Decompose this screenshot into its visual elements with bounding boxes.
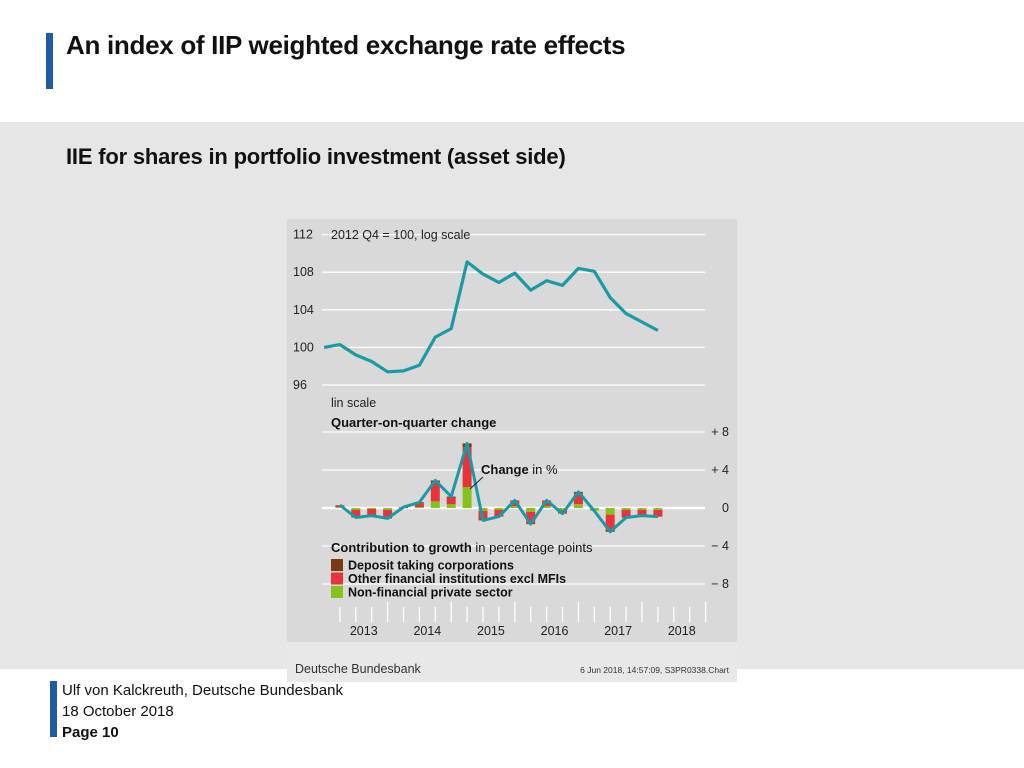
source-left: Deutsche Bundesbank (295, 662, 422, 676)
bar-segment (542, 500, 552, 507)
bar-segment (542, 506, 552, 508)
legend-swatch (331, 586, 343, 598)
footer-author: Ulf von Kalckreuth, Deutsche Bundesbank (62, 682, 343, 699)
bar-segment (526, 508, 536, 512)
bar-segment (510, 500, 520, 507)
y-tick-label: 0 (722, 501, 729, 515)
chart-note: 2012 Q4 = 100, log scale (331, 228, 470, 242)
chart-panel: 96 100 104 108 112 + 8 + 4 0 − 4 − 8 2013 2014 201… (287, 219, 737, 682)
bar-segment (383, 509, 393, 518)
bar-segment (510, 506, 520, 508)
bar-segment (653, 509, 663, 516)
bar-segment (367, 508, 377, 509)
legend-label: Non-financial private sector (348, 586, 513, 600)
x-tick-label: 2018 (668, 624, 696, 638)
bar-segment (351, 509, 361, 517)
y-tick-label: 112 (293, 228, 313, 242)
bar-segment (351, 508, 361, 510)
x-tick-label: 2013 (350, 624, 378, 638)
y-tick-label: − 8 (711, 577, 729, 591)
chart-heading: IIE for shares in portfolio investment (… (66, 144, 566, 169)
bar-segment (462, 487, 472, 508)
y-tick-label: 96 (293, 378, 307, 392)
y-tick-label: 108 (293, 265, 314, 279)
footer-date: 18 October 2018 (62, 703, 174, 720)
bar-segment (573, 492, 583, 505)
bar-segment (367, 508, 377, 515)
scale-label: lin scale (331, 396, 376, 410)
bar-segment (446, 497, 456, 505)
bar-segment (335, 507, 345, 508)
footer-accent-bar (50, 681, 57, 737)
y-tick-label: + 4 (711, 463, 729, 477)
y-tick-label: − 4 (711, 539, 729, 553)
bar-segment (637, 508, 647, 510)
bar-segment (430, 482, 440, 502)
chart-svg: 96 100 104 108 112 + 8 + 4 0 − 4 − 8 2013 2014 201… (287, 228, 737, 682)
bar-segment (478, 508, 488, 511)
legend-swatch (331, 559, 343, 571)
bar-segment (462, 447, 472, 488)
bar-segment (494, 509, 504, 516)
bar-segment (414, 503, 424, 508)
legend-swatch (331, 572, 343, 585)
bar-segment (621, 508, 631, 510)
bar-segment (653, 508, 663, 510)
bar-segment (605, 514, 615, 530)
footer: Ulf von Kalckreuth, Deutsche Bundesbank … (62, 680, 343, 743)
bar-segment (430, 501, 440, 508)
source-strip (287, 642, 737, 682)
legend-label: Other financial institutions excl MFIs (348, 572, 566, 586)
bar-segment (558, 508, 567, 510)
panel-title: Quarter-on-quarter change (331, 415, 496, 430)
index-line (323, 260, 659, 374)
bar-segment (414, 507, 424, 508)
x-tick-label: 2017 (604, 624, 632, 638)
bar-segment (573, 504, 583, 508)
bar-segment (383, 508, 393, 510)
page-title: An index of IIP weighted exchange rate e… (66, 30, 626, 60)
x-tick-label: 2016 (541, 624, 569, 638)
legend-label: Deposit taking corporations (348, 559, 514, 573)
change-label: Change in % (481, 462, 558, 477)
x-tick-label: 2014 (413, 624, 441, 638)
bar-segment (621, 509, 631, 517)
y-tick-label: 104 (293, 303, 314, 317)
change-pointer (469, 476, 484, 490)
source-right: 6 Jun 2018, 14:57:09, S3PR0338.Chart (580, 665, 729, 675)
bar-segment (605, 508, 615, 515)
change-line (338, 441, 658, 534)
y-tick-label: 100 (293, 340, 314, 354)
bar-segment (526, 511, 536, 524)
contribution-label: Contribution to growth in percentage poi… (331, 540, 593, 555)
bar-segment (446, 504, 456, 508)
title-accent-bar (46, 33, 53, 89)
bar-segment (637, 509, 647, 515)
y-tick-label: + 8 (711, 425, 729, 439)
x-tick-label: 2015 (477, 624, 505, 638)
bar-segment (494, 508, 504, 510)
page-number: Page 10 (62, 724, 119, 741)
